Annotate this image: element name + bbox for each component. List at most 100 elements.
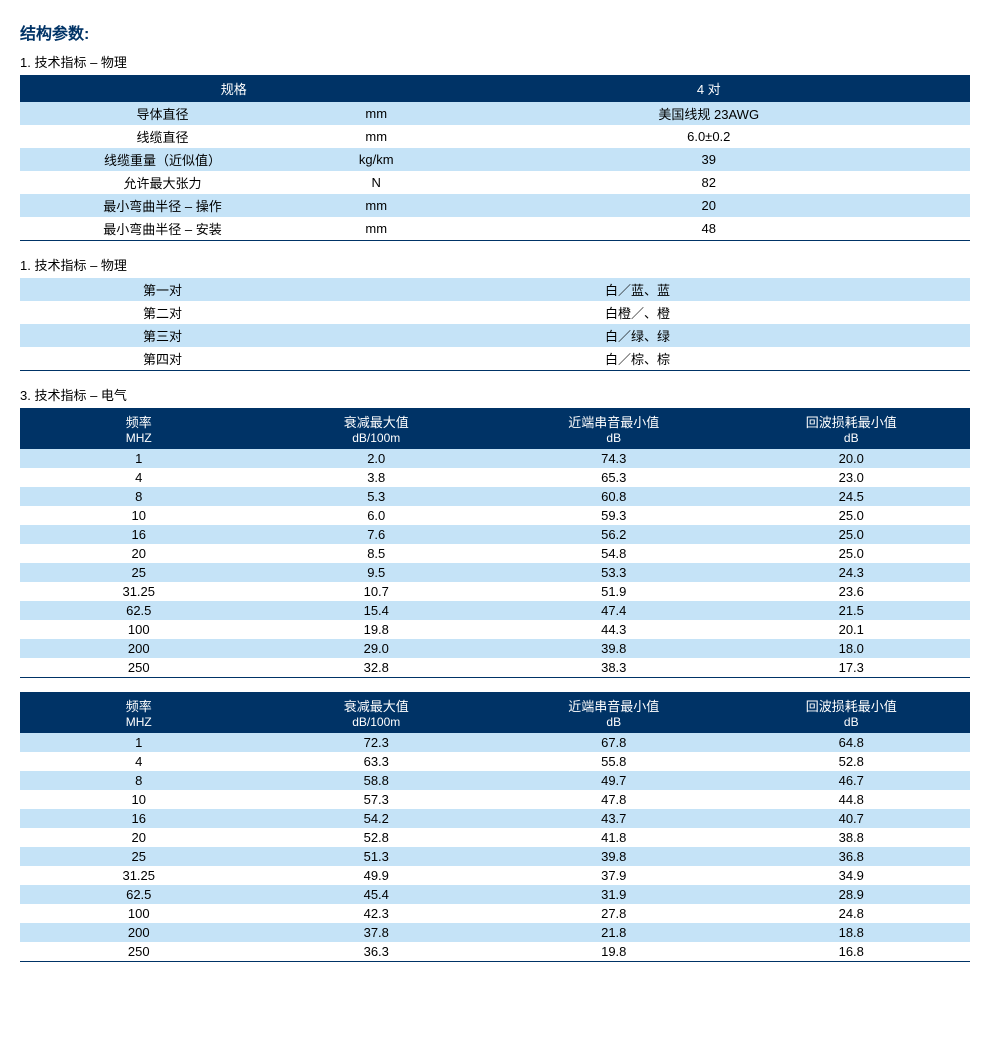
table-cell: 62.5: [20, 885, 258, 904]
table-cell: 24.8: [733, 904, 971, 923]
table-cell: 23.0: [733, 468, 971, 487]
table-cell: 54.2: [258, 809, 496, 828]
table-row: 10042.327.824.8: [20, 904, 970, 923]
col-freq: 频率MHZ: [20, 408, 258, 449]
table-cell: N: [305, 171, 448, 194]
table-cell: 导体直径: [20, 102, 305, 125]
table-cell: 44.8: [733, 790, 971, 809]
table-cell: 43.7: [495, 809, 733, 828]
table-cell: 250: [20, 942, 258, 962]
col-spec: 规格: [20, 75, 448, 102]
table-cell: 2.0: [258, 449, 496, 468]
col-atten: 衰减最大值dB/100m: [258, 692, 496, 733]
table-cell: 54.8: [495, 544, 733, 563]
table-header-row: 频率MHZ 衰减最大值dB/100m 近端串音最小值dB 回波损耗最小值dB: [20, 692, 970, 733]
col-return: 回波损耗最小值dB: [733, 408, 971, 449]
table-row: 85.360.824.5: [20, 487, 970, 506]
table-cell: 39.8: [495, 847, 733, 866]
col-next: 近端串音最小值dB: [495, 408, 733, 449]
section3-label: 3. 技术指标 – 电气: [20, 385, 970, 404]
table-cell: 57.3: [258, 790, 496, 809]
table-cell: 4: [20, 468, 258, 487]
table-cell: 27.8: [495, 904, 733, 923]
table-cell: 第三对: [20, 324, 305, 347]
table-cell: 47.8: [495, 790, 733, 809]
table-cell: 74.3: [495, 449, 733, 468]
table-row: 62.545.431.928.9: [20, 885, 970, 904]
table-cell: 美国线规 23AWG: [448, 102, 971, 125]
table-cell: 51.9: [495, 582, 733, 601]
table-cell: 10: [20, 790, 258, 809]
table-cell: 36.8: [733, 847, 971, 866]
table-cell: 82: [448, 171, 971, 194]
table-row: 允许最大张力N82: [20, 171, 970, 194]
table-cell: 25.0: [733, 525, 971, 544]
table-row: 10019.844.320.1: [20, 620, 970, 639]
section1-label: 1. 技术指标 – 物理: [20, 52, 970, 71]
table-cell: 白／绿、绿: [305, 324, 970, 347]
table-cell: 31.25: [20, 866, 258, 885]
table-cell: 51.3: [258, 847, 496, 866]
table-cell: mm: [305, 217, 448, 241]
table-cell: 38.3: [495, 658, 733, 678]
table-cell: 20.0: [733, 449, 971, 468]
table-row: 20037.821.818.8: [20, 923, 970, 942]
table-cell: 16: [20, 525, 258, 544]
table-cell: 64.8: [733, 733, 971, 752]
table-cell: 8: [20, 771, 258, 790]
table-cell: 18.0: [733, 639, 971, 658]
table-cell: 4: [20, 752, 258, 771]
col-freq: 频率MHZ: [20, 692, 258, 733]
table-row: 167.656.225.0: [20, 525, 970, 544]
table-cell: 8.5: [258, 544, 496, 563]
table-cell: 200: [20, 923, 258, 942]
table-row: 25036.319.816.8: [20, 942, 970, 962]
table-row: 106.059.325.0: [20, 506, 970, 525]
table-cell: 10.7: [258, 582, 496, 601]
table-cell: kg/km: [305, 148, 448, 171]
table-cell: 20: [20, 828, 258, 847]
table-cell: 最小弯曲半径 – 安装: [20, 217, 305, 241]
table-cell: 白／棕、棕: [305, 347, 970, 371]
table-cell: 40.7: [733, 809, 971, 828]
table-row: 172.367.864.8: [20, 733, 970, 752]
table-row: 线缆直径mm6.0±0.2: [20, 125, 970, 148]
table-row: 最小弯曲半径 – 安装mm48: [20, 217, 970, 241]
table-cell: 9.5: [258, 563, 496, 582]
table-cell: 72.3: [258, 733, 496, 752]
table-cell: 允许最大张力: [20, 171, 305, 194]
col-next: 近端串音最小值dB: [495, 692, 733, 733]
table-cell: 7.6: [258, 525, 496, 544]
col-4pair: 4 对: [448, 75, 971, 102]
table-row: 2551.339.836.8: [20, 847, 970, 866]
table-row: 259.553.324.3: [20, 563, 970, 582]
table-row: 31.2549.937.934.9: [20, 866, 970, 885]
table-cell: 65.3: [495, 468, 733, 487]
table-row: 第二对白橙／、橙: [20, 301, 970, 324]
table-cell: 24.5: [733, 487, 971, 506]
table-cell: 3.8: [258, 468, 496, 487]
table-row: 858.849.746.7: [20, 771, 970, 790]
table-cell: 白橙／、橙: [305, 301, 970, 324]
table-cell: 19.8: [495, 942, 733, 962]
table-cell: 31.25: [20, 582, 258, 601]
table-cell: 63.3: [258, 752, 496, 771]
table-cell: 52.8: [733, 752, 971, 771]
table-cell: 最小弯曲半径 – 操作: [20, 194, 305, 217]
table-row: 2052.841.838.8: [20, 828, 970, 847]
table-header-row: 频率MHZ 衰减最大值dB/100m 近端串音最小值dB 回波损耗最小值dB: [20, 408, 970, 449]
table-cell: 20.1: [733, 620, 971, 639]
table-cell: 49.9: [258, 866, 496, 885]
table-row: 1057.347.844.8: [20, 790, 970, 809]
table-row: 62.515.447.421.5: [20, 601, 970, 620]
table-cell: 25: [20, 563, 258, 582]
table-physical-spec: 规格 4 对 导体直径mm美国线规 23AWG线缆直径mm6.0±0.2线缆重量…: [20, 75, 970, 241]
col-return: 回波损耗最小值dB: [733, 692, 971, 733]
table-cell: 8: [20, 487, 258, 506]
table-cell: 48: [448, 217, 971, 241]
table-cell: 线缆重量（近似值）: [20, 148, 305, 171]
table-row: 第一对白／蓝、蓝: [20, 278, 970, 301]
table-cell: 21.5: [733, 601, 971, 620]
table-cell: 第二对: [20, 301, 305, 324]
table-row: 导体直径mm美国线规 23AWG: [20, 102, 970, 125]
